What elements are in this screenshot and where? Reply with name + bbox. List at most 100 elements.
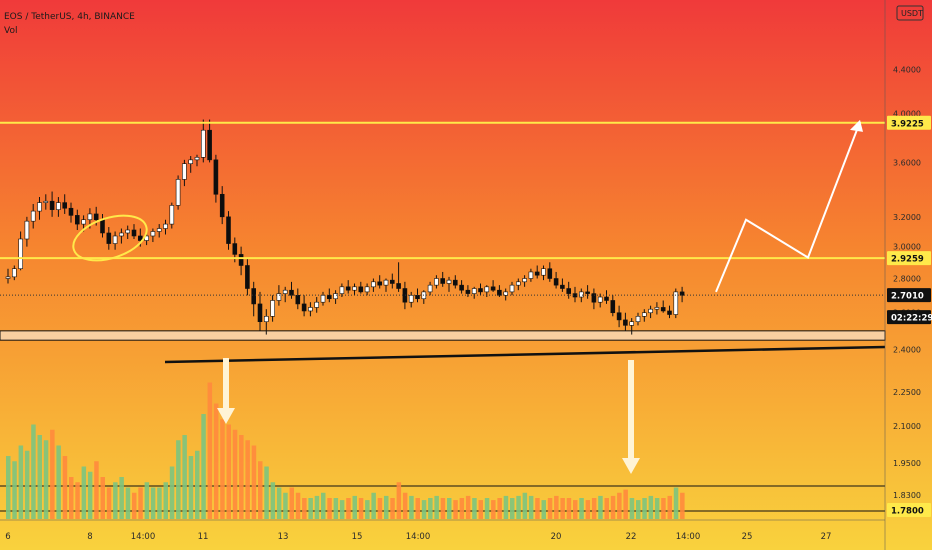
highlight-ellipse	[72, 214, 148, 262]
candle-body	[528, 271, 534, 279]
volume-bar	[371, 492, 376, 519]
candle-body	[345, 286, 351, 291]
candle-body	[396, 283, 401, 289]
candle-body	[610, 300, 616, 314]
candle-body	[30, 210, 36, 222]
candle-body	[238, 254, 244, 266]
volume-bar	[169, 466, 175, 519]
volume-bar	[43, 440, 49, 519]
volume-bar	[573, 500, 578, 519]
volume-bar	[447, 498, 452, 519]
candle-body	[484, 286, 490, 293]
volume-bar	[415, 498, 420, 519]
candle-body	[119, 232, 124, 237]
volume-bar	[195, 450, 200, 519]
volume-bar	[245, 440, 250, 519]
candle-body	[106, 232, 112, 244]
volume-bar	[138, 487, 143, 519]
candle-body	[566, 288, 572, 294]
symbol-title: EOS / TetherUS, 4h, BINANCE	[4, 12, 135, 22]
candle-body	[245, 265, 250, 289]
volume-bar	[547, 498, 553, 519]
candle-body	[679, 291, 685, 296]
candle-body	[364, 286, 370, 293]
x-tick-label: 25	[742, 532, 753, 542]
y-tick-label: 4.4000	[893, 66, 921, 75]
y-tick-label: 4.0000	[893, 110, 921, 119]
volume-bar	[604, 498, 609, 519]
volume-bar	[144, 482, 150, 519]
volume-bar	[207, 382, 213, 519]
candle-body	[616, 312, 622, 321]
volume-bar	[667, 495, 672, 519]
candle-body	[522, 278, 527, 283]
volume-bar	[289, 487, 294, 519]
volume-bar	[239, 435, 244, 519]
volume-bar	[358, 498, 364, 519]
candle-body	[326, 295, 332, 300]
volume-bar	[579, 498, 584, 519]
volume-bar	[276, 487, 282, 519]
candle-body	[37, 202, 42, 212]
x-tick-label: 14:00	[131, 532, 156, 542]
candle-body	[597, 296, 603, 303]
volume-level-badge-bg	[887, 503, 931, 517]
volume-bar	[528, 495, 534, 519]
volume-bar	[434, 495, 439, 519]
y-tick-label: 2.2500	[893, 388, 921, 397]
candle-body	[389, 279, 395, 284]
volume-bar	[591, 498, 597, 519]
candle-body	[629, 321, 635, 326]
candle-body	[591, 293, 597, 303]
candle-body	[553, 278, 559, 286]
volume-bar	[421, 500, 427, 519]
volume-bar	[503, 495, 509, 519]
volume-bar	[132, 492, 137, 519]
volume-bar	[113, 482, 118, 519]
volume-bar	[377, 498, 383, 519]
x-tick-label: 11	[198, 532, 209, 542]
volume-bar	[201, 414, 206, 519]
candle-body	[125, 229, 130, 234]
currency-badge: USDT	[901, 9, 923, 18]
volume-bar	[629, 498, 635, 519]
volume-bar	[610, 495, 616, 519]
volume-bar	[623, 489, 628, 519]
countdown-badge-bg	[887, 310, 931, 325]
down-arrow-right	[622, 458, 640, 474]
x-tick-label: 13	[278, 532, 289, 542]
y-tick-label: 3.0000	[893, 243, 921, 252]
candle-body	[339, 286, 345, 294]
candle-body	[452, 279, 458, 286]
candle-body	[635, 316, 641, 323]
volume-bar	[510, 498, 515, 519]
volume-bar	[31, 424, 36, 519]
candle-body	[465, 289, 471, 294]
volume-indicator-label: Vol	[4, 26, 18, 36]
candle-body	[12, 268, 17, 278]
candle-body	[371, 281, 376, 288]
candle-body	[282, 289, 288, 294]
candle-body	[427, 284, 433, 293]
candle-body	[213, 159, 219, 195]
candle-body	[301, 303, 307, 312]
candle-body	[440, 278, 446, 284]
volume-bar	[484, 498, 490, 519]
candle-body	[169, 205, 175, 225]
volume-bar	[220, 419, 225, 519]
candle-body	[358, 286, 364, 293]
volume-bar	[661, 498, 666, 519]
candle-body	[93, 213, 99, 221]
volume-bar	[157, 487, 162, 519]
volume-bar	[62, 456, 68, 519]
volume-bar	[522, 492, 528, 519]
volume-bar	[339, 500, 345, 519]
candle-body	[673, 291, 679, 315]
down-arrow-left	[217, 408, 235, 424]
volume-bar	[554, 495, 559, 519]
candle-body	[333, 293, 338, 300]
volume-bar	[295, 492, 301, 519]
candle-body	[459, 284, 464, 291]
candle-body	[18, 238, 23, 270]
